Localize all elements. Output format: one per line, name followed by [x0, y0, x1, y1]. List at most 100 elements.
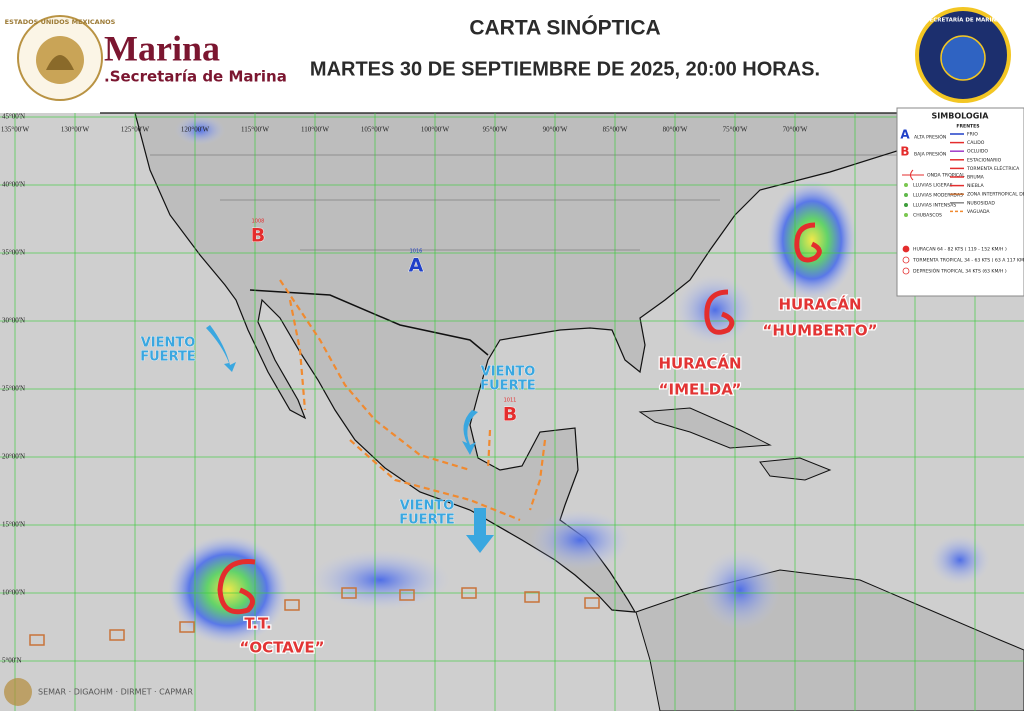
- lon-label: 115°00'W: [241, 126, 269, 134]
- legend-icon: [904, 213, 908, 217]
- trough: [279, 279, 547, 522]
- legend-symbol: A: [900, 128, 910, 142]
- wind-label: VIENTO: [141, 336, 196, 351]
- footer-logo: [4, 678, 32, 706]
- legend-label: OCLUIDO: [967, 149, 988, 155]
- lon-label: 120°00'W: [181, 126, 210, 134]
- legend: SIMBOLOGIA FRENTES A ALTA PRESIÓN B BAJA PR…: [896, 107, 1024, 297]
- lon-label: 70°00'W: [783, 126, 808, 134]
- legend-label: ALTA PRESIÓN: [914, 134, 946, 141]
- logo-globe: [940, 35, 986, 81]
- storm-label: T.T.: [244, 615, 271, 633]
- wind-arrow: [466, 508, 494, 553]
- grid: [0, 113, 1024, 711]
- logo-text: SECRETARÍA DE MARINA: [926, 16, 1002, 24]
- lon-label: 105°00'W: [361, 126, 390, 134]
- hurricane-symbol: [794, 222, 822, 263]
- seal-detail: [46, 55, 74, 70]
- legend-label: ESTACIONARIO: [967, 157, 1002, 163]
- internal-borders: [150, 154, 900, 251]
- legend-label: TORMENTA ELÉCTRICA: [966, 164, 1020, 172]
- legend-label: CHUBASCOS: [913, 213, 942, 219]
- pressure-value: 1008: [252, 219, 265, 225]
- legend-label: BRUMA: [967, 175, 985, 181]
- legend-label: DEPRESIÓN TROPICAL 34 KTS (63 KM/H ): [913, 268, 1007, 275]
- wind-label: FUERTE: [140, 350, 196, 365]
- wind-arrow: [462, 410, 478, 455]
- pressure-symbol: A: [409, 255, 424, 277]
- lat-label: 40°00'N: [2, 181, 25, 189]
- legend-symbol: B: [900, 145, 909, 159]
- lon-label: 135°00'W: [1, 126, 30, 134]
- cloud: [175, 115, 225, 145]
- legend-icon: [902, 256, 910, 264]
- navy-logo: SECRETARÍA DE MARINA: [915, 7, 1011, 103]
- legend-icon: [902, 245, 910, 253]
- legend-label: ONDA TROPICAL: [927, 173, 965, 179]
- legend-icon: [904, 193, 908, 197]
- lon-label: 125°00'W: [121, 126, 150, 134]
- storm-label: “HUMBERTO”: [763, 322, 878, 340]
- lat-label: 35°00'N: [2, 249, 25, 257]
- lat-label: 15°00'N: [2, 521, 25, 529]
- lon-label: 110°00'W: [301, 126, 329, 134]
- itcz: [29, 587, 600, 646]
- national-seal: ESTADOS UNIDOS MEXICANOS: [5, 15, 116, 101]
- pressure-value: 1016: [410, 249, 423, 255]
- lon-label: 90°00'W: [543, 126, 568, 134]
- brand: Marina: [104, 28, 220, 68]
- legend-label: BAJA PRESIÓN: [914, 151, 946, 158]
- legend-box: [896, 107, 1024, 297]
- brand-sub: .Secretaría de Marina: [104, 68, 287, 86]
- pressure-symbol: B: [251, 225, 265, 247]
- cuba: [638, 407, 772, 449]
- lon-label: 85°00'W: [603, 126, 628, 134]
- pressure-value: 1011: [504, 398, 517, 404]
- cloud: [930, 535, 990, 585]
- legend-icon: [902, 169, 924, 181]
- wind-label: VIENTO: [481, 365, 536, 380]
- lon-label: 130°00'W: [61, 126, 90, 134]
- storm-label: “OCTAVE”: [240, 639, 325, 657]
- lon-label: 80°00'W: [663, 126, 688, 134]
- legend-label: FRIO: [967, 132, 978, 138]
- map: 45°00'N 40°00'N 35°00'N 30°00'N 25°00'N 20°00…: [0, 112, 1024, 711]
- storm-label: HURACÁN: [658, 354, 741, 373]
- footer-text: SEMAR · DIGAOHM · DIRMET · CAPMAR: [38, 688, 193, 697]
- wind-label: VIENTO: [400, 499, 455, 514]
- legend-icon: [904, 183, 908, 187]
- cloud: [675, 275, 755, 345]
- wind-label: FUERTE: [399, 513, 455, 528]
- cloud: [310, 550, 450, 610]
- itcz-marks: [29, 587, 600, 646]
- lat-label: 5°00'N: [2, 657, 22, 665]
- legend-label: ZONA INTERTROPICAL DE CONVERGENCIA: [967, 192, 1024, 198]
- legend-label: CALIDO: [967, 140, 985, 146]
- cloud: [767, 180, 857, 300]
- lat-label: 25°00'N: [2, 385, 25, 393]
- lat-label: 30°00'N: [2, 317, 25, 325]
- seal-text: ESTADOS UNIDOS MEXICANOS: [5, 18, 116, 26]
- legend-label: LLUVIAS MODERADAS: [913, 193, 963, 199]
- wind-label: FUERTE: [480, 379, 536, 394]
- hurricane-symbol: [704, 289, 735, 335]
- legend-icon: [902, 267, 910, 275]
- legend-label: NUBOSIDAD: [967, 200, 995, 206]
- lon-label: 95°00'W: [483, 126, 508, 134]
- lat-label: 10°00'N: [2, 589, 25, 597]
- storm-label: HURACÁN: [778, 295, 861, 314]
- footer: SEMAR · DIGAOHM · DIRMET · CAPMAR: [4, 678, 193, 706]
- storm-symbols: [217, 222, 822, 615]
- legend-icon: [904, 203, 908, 207]
- legend-label: LLUVIAS INTENSAS: [913, 203, 956, 209]
- cloud: [168, 535, 288, 645]
- tropical-storm-symbol: [217, 559, 256, 615]
- lat-label: 45°00'N: [2, 113, 25, 121]
- legend-fronts-title: FRENTES: [956, 124, 979, 130]
- map-labels: 45°00'N 40°00'N 35°00'N 30°00'N 25°00'N 20°00…: [1, 113, 879, 665]
- cloud: [700, 550, 780, 630]
- lon-label: 100°00'W: [421, 126, 450, 134]
